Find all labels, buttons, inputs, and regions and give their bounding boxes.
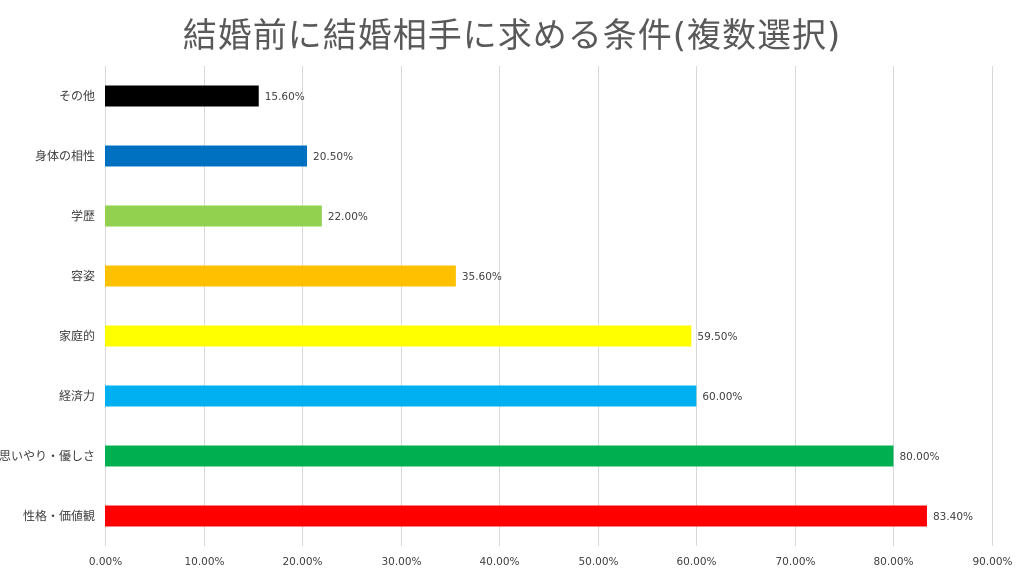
category-label: 家庭的 xyxy=(59,328,95,343)
bar xyxy=(105,85,259,107)
data-label: 83.40% xyxy=(933,511,973,523)
category-label: 身体の相性 xyxy=(35,148,95,163)
data-label: 80.00% xyxy=(899,451,939,463)
category-label: 経済力 xyxy=(59,388,95,403)
data-label: 59.50% xyxy=(697,331,737,343)
data-label: 60.00% xyxy=(702,391,742,403)
bar xyxy=(105,145,308,167)
category-label: 思いやり・優しさ xyxy=(0,449,95,463)
x-tick-label: 20.00% xyxy=(282,556,322,568)
x-tick-label: 50.00% xyxy=(578,556,618,568)
data-label: 22.00% xyxy=(328,211,368,223)
x-tick-label: 90.00% xyxy=(972,556,1012,568)
x-tick-label: 80.00% xyxy=(873,556,913,568)
x-tick-label: 30.00% xyxy=(381,556,421,568)
x-tick-label: 70.00% xyxy=(775,556,815,568)
x-tick-label: 40.00% xyxy=(479,556,519,568)
chart-title: 結婚前に結婚相手に求める条件(複数選択) xyxy=(182,16,842,56)
category-label: その他 xyxy=(59,89,95,103)
bar xyxy=(105,385,697,407)
x-tick-label: 60.00% xyxy=(676,556,716,568)
data-label: 15.60% xyxy=(265,91,305,103)
x-tick-label: 10.00% xyxy=(184,556,224,568)
bar xyxy=(105,325,692,347)
x-tick-label: 0.00% xyxy=(89,556,122,568)
data-label: 20.50% xyxy=(313,151,353,163)
category-label: 容姿 xyxy=(71,268,95,283)
bar xyxy=(105,445,894,467)
bar xyxy=(105,265,456,287)
category-label: 学歴 xyxy=(71,208,95,223)
category-label: 性格・価値観 xyxy=(23,508,95,523)
bar xyxy=(105,205,322,227)
bar xyxy=(105,505,927,527)
data-label: 35.60% xyxy=(462,271,502,283)
